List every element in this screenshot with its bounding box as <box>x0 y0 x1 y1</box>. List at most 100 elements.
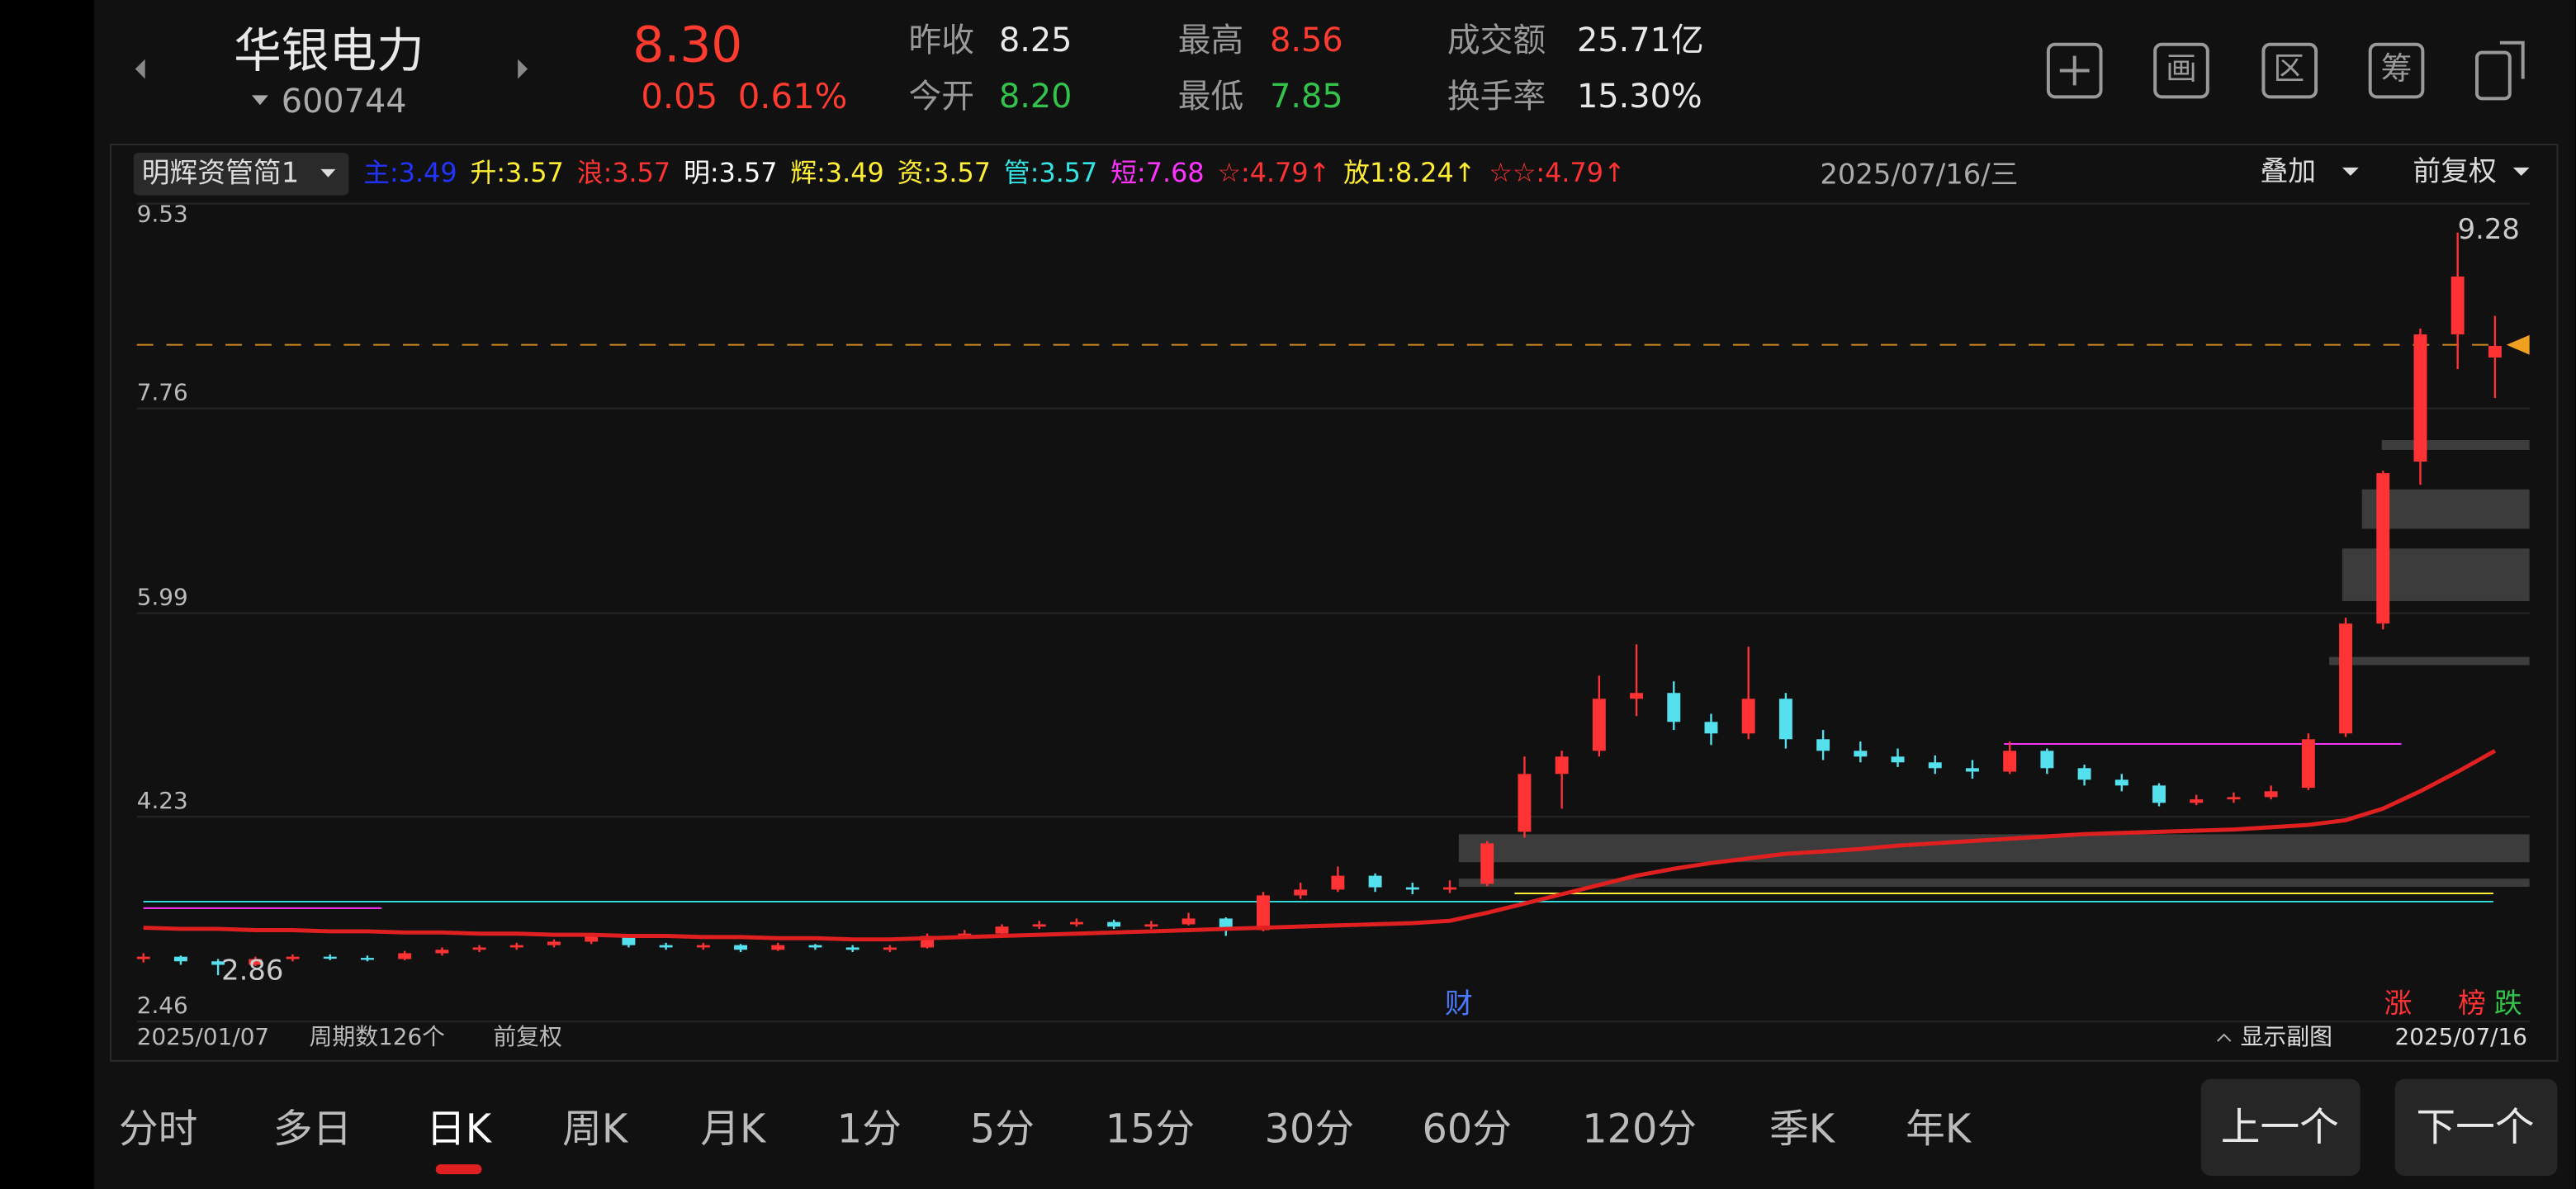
profile-bar <box>2328 656 2530 666</box>
nav-button[interactable]: 下一个 <box>2416 1105 2534 1150</box>
candle-body <box>2040 751 2054 769</box>
indicator-value: 7.68 <box>1146 157 1205 188</box>
stat-value: 7.85 <box>1270 78 1343 116</box>
indicator-label: 辉: <box>790 157 826 188</box>
period-tab[interactable]: 日K <box>426 1106 493 1152</box>
stat-label: 今开 <box>909 78 975 116</box>
period-tab[interactable]: 分时 <box>119 1106 197 1152</box>
indicator-label: 短: <box>1110 157 1146 188</box>
stat-label: 换手率 <box>1447 78 1546 116</box>
indicator-value: 3.57 <box>932 157 991 188</box>
candle-body <box>2413 334 2427 462</box>
candle-body <box>2264 791 2278 798</box>
switch-icon[interactable] <box>2475 50 2512 101</box>
adjust: 前复权 <box>2413 154 2496 187</box>
period-count: 周期数126个 <box>310 1023 445 1050</box>
level-lines <box>143 743 2493 909</box>
next-button-bg[interactable] <box>2394 1078 2558 1177</box>
toolbar-icons <box>2046 40 2525 101</box>
candle-body <box>808 945 822 948</box>
nav-button[interactable]: 上一个 <box>2221 1105 2339 1150</box>
badge: 榜 <box>2458 988 2486 1020</box>
candle-body <box>1816 739 1830 751</box>
active-tab-underline <box>435 1164 482 1175</box>
candle-body <box>1592 699 1606 751</box>
period-tab[interactable]: 60分 <box>1423 1106 1512 1152</box>
candle-body <box>1480 843 1494 884</box>
indicator-value: 3.57 <box>719 157 778 188</box>
candle-body <box>1928 762 1942 769</box>
candle-body <box>2376 473 2390 624</box>
toolbar-label: 筹 <box>2381 50 2413 87</box>
indicator-item: ☆☆:4.79↑ <box>1489 157 1625 188</box>
period-tab[interactable]: 周K <box>562 1106 629 1152</box>
indicator-label: 资: <box>897 157 933 188</box>
period-tab[interactable]: 5分 <box>970 1106 1035 1152</box>
indicator-item: 短:7.68 <box>1110 157 1204 188</box>
add-icon[interactable] <box>2046 42 2103 99</box>
candle-body <box>1741 699 1755 734</box>
candle-body <box>1891 756 1905 763</box>
period-tab[interactable]: 15分 <box>1106 1106 1195 1152</box>
period-tab[interactable]: 年K <box>1906 1106 1972 1152</box>
indicator-label: 主: <box>363 157 399 188</box>
prev-stock[interactable] <box>135 59 145 79</box>
indicator-item: 辉:3.49 <box>790 157 883 188</box>
indicator-selector-bg[interactable] <box>133 152 349 196</box>
candle-body <box>1294 889 1308 896</box>
price-annotation: 9.28 <box>2458 213 2520 245</box>
stat-label: 最低 <box>1178 78 1244 116</box>
indicator-item: 升:3.57 <box>471 157 564 188</box>
y-tick-label: 4.23 <box>137 787 188 814</box>
candle-body <box>2190 799 2204 803</box>
indicator-value: 3.49 <box>399 157 457 188</box>
candle-body <box>771 945 785 950</box>
tool-box[interactable] <box>2368 42 2425 99</box>
indicator-value: 3.57 <box>1039 157 1097 188</box>
candle-body <box>2152 785 2166 803</box>
period-tab[interactable]: 多日 <box>273 1106 352 1152</box>
candle-body <box>2003 751 2017 772</box>
period-tab[interactable]: 30分 <box>1265 1106 1354 1152</box>
stat-value: 15.30% <box>1577 78 1702 116</box>
indicator-value: 4.79↑ <box>1545 157 1626 188</box>
tool-box[interactable] <box>2153 42 2209 99</box>
indicator-value: 3.49 <box>826 157 884 188</box>
y-tick-label: 5.99 <box>137 584 188 611</box>
add-plus <box>2059 55 2090 86</box>
next-stock[interactable] <box>518 59 528 79</box>
candle-body <box>622 936 636 945</box>
tool-box[interactable] <box>2261 42 2318 99</box>
candle-body <box>2077 768 2091 780</box>
stock-code: 600744 <box>282 83 407 121</box>
indicator-label: 管: <box>1004 157 1039 188</box>
candle-body <box>1518 774 1532 832</box>
profile-bar <box>2381 440 2530 450</box>
indicator-label: ☆☆: <box>1489 157 1545 188</box>
candle-body <box>1144 924 1158 927</box>
subchart-toggle[interactable]: 显示副图 <box>2241 1023 2332 1050</box>
chart-frame <box>109 144 2559 1062</box>
candle-body <box>286 956 300 959</box>
candle-body <box>1257 895 1270 931</box>
candle-body <box>585 936 599 942</box>
prev-button-bg[interactable] <box>2200 1078 2361 1177</box>
price: 8.30 <box>632 17 742 73</box>
indicator-label: 明: <box>684 157 719 188</box>
code-dropdown[interactable] <box>251 95 268 106</box>
indicator-value: 4.79↑ <box>1250 157 1331 188</box>
period-tab[interactable]: 1分 <box>837 1106 902 1152</box>
period-tab[interactable]: 月K <box>700 1106 767 1152</box>
candle-body <box>2227 797 2241 800</box>
indicator-item: 主:3.49 <box>363 157 457 188</box>
candle-body <box>1107 921 1121 927</box>
candle-body <box>2114 779 2129 786</box>
period-tab[interactable]: 季K <box>1769 1106 1836 1152</box>
stat-label: 成交额 <box>1447 21 1546 59</box>
candle-body <box>1854 751 1868 757</box>
indicator-item: 浪:3.57 <box>577 157 670 188</box>
indicator-item: 管:3.57 <box>1004 157 1097 188</box>
candle-body <box>883 947 897 950</box>
period-tab[interactable]: 120分 <box>1582 1106 1697 1152</box>
price-marker <box>2506 334 2530 355</box>
